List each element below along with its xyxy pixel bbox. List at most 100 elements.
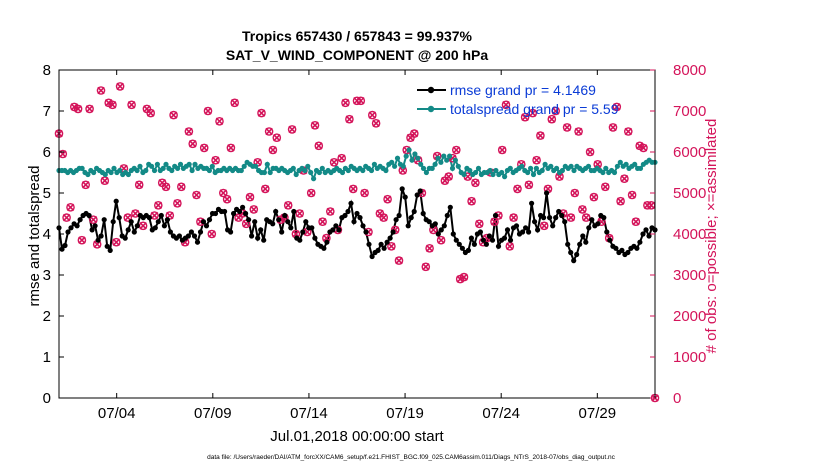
totalspread-point	[499, 169, 505, 176]
x-tick-label: 07/04	[98, 405, 136, 422]
totalspread-point	[302, 167, 308, 174]
rmse-point	[556, 208, 562, 215]
rmse-point	[378, 241, 384, 247]
obs-count-point	[203, 106, 213, 116]
obs-count-point	[260, 184, 270, 194]
rmse-point	[586, 225, 592, 231]
obs-count-point	[81, 180, 90, 190]
obs-count-point	[524, 180, 534, 190]
rmse-point	[544, 190, 550, 196]
totalspread-point	[614, 163, 621, 169]
obs-count-point	[581, 213, 591, 222]
totalspread-point	[539, 167, 545, 174]
obs-count-point	[532, 155, 541, 165]
obs-count-point	[539, 221, 549, 231]
y-right-tick-label: 1000	[673, 349, 706, 366]
rmse-point	[59, 246, 65, 252]
rmse-point	[155, 219, 161, 225]
totalspread-point	[444, 157, 450, 163]
totalspread-point	[360, 167, 366, 174]
obs-count-point	[471, 178, 480, 188]
rmse-point	[116, 215, 122, 221]
rmse-point	[273, 208, 279, 215]
legend-marker	[427, 86, 435, 94]
rmse-point	[613, 245, 619, 251]
obs-count-point	[249, 205, 259, 214]
totalspread-point	[91, 169, 97, 176]
rmse-point	[228, 229, 234, 235]
y-right-tick-label: 8000	[673, 62, 706, 79]
obs-count-point	[620, 174, 629, 183]
rmse-point	[146, 215, 152, 221]
totalspread-point	[420, 165, 427, 171]
obs-count-point	[383, 194, 392, 204]
totalspread-point	[623, 161, 629, 167]
totalspread-point	[151, 167, 158, 174]
totalspread-point	[238, 167, 244, 174]
totalspread-point	[429, 165, 435, 171]
rmse-point	[444, 212, 450, 219]
obs-count-point	[566, 213, 576, 222]
obs-count-point	[608, 123, 618, 132]
totalspread-point	[149, 163, 155, 169]
totalspread-point	[493, 167, 499, 174]
y-right-tick-label: 3000	[673, 267, 706, 284]
rmse-point	[176, 233, 182, 239]
rmse-point	[92, 223, 98, 229]
rmse-point	[104, 243, 110, 249]
obs-count-point	[551, 106, 561, 116]
obs-count-point	[295, 209, 305, 218]
obs-count-point	[230, 98, 239, 108]
obs-count-point	[211, 155, 220, 165]
totalspread-point	[406, 147, 412, 153]
rmse-point	[77, 217, 83, 223]
obs-count-point	[501, 100, 511, 110]
obs-count-point	[173, 198, 182, 208]
rmse-point	[453, 237, 459, 243]
rmse-point	[595, 221, 601, 227]
y-tick-label: 0	[43, 390, 51, 407]
y-right-tick-label: 7000	[673, 103, 706, 120]
rmse-point	[161, 223, 167, 229]
rmse-point	[601, 215, 607, 221]
totalspread-point	[134, 167, 140, 174]
totalspread-point	[311, 176, 317, 182]
obs-count-point	[509, 213, 518, 222]
obs-count-point	[574, 127, 583, 136]
obs-count-point	[497, 145, 507, 155]
rmse-point	[405, 223, 411, 229]
rmse-point	[276, 217, 282, 223]
rmse-point	[568, 249, 574, 256]
rmse-point	[483, 241, 489, 247]
totalspread-point	[160, 165, 166, 171]
totalspread-point	[264, 161, 270, 167]
obs-count-point	[100, 176, 110, 185]
rmse-point	[185, 233, 191, 239]
totalspread-point	[447, 153, 453, 159]
rmse-point	[95, 237, 101, 243]
rmse-point	[625, 249, 631, 256]
obs-count-point	[325, 207, 335, 216]
rmse-point	[282, 212, 288, 219]
totalspread-point	[637, 165, 644, 171]
obs-count-point	[62, 213, 71, 222]
totalspread-point	[502, 174, 508, 180]
obs-count-point	[146, 108, 155, 118]
rmse-point	[107, 247, 113, 253]
rmse-point	[529, 200, 535, 206]
obs-count-point	[394, 256, 404, 265]
rmse-point	[492, 212, 499, 219]
totalspread-point	[143, 167, 149, 174]
obs-count-point	[268, 145, 278, 155]
obs-count-point	[283, 200, 293, 210]
totalspread-point	[177, 161, 184, 167]
obs-count-point	[112, 237, 121, 247]
rmse-point	[113, 198, 119, 204]
totalspread-point	[308, 169, 314, 176]
rmse-point	[125, 227, 131, 233]
obs-count-point	[226, 143, 236, 153]
obs-count-point	[578, 205, 587, 214]
totalspread-point	[487, 167, 493, 174]
obs-count-point	[547, 114, 557, 124]
obs-count-point	[184, 127, 194, 136]
